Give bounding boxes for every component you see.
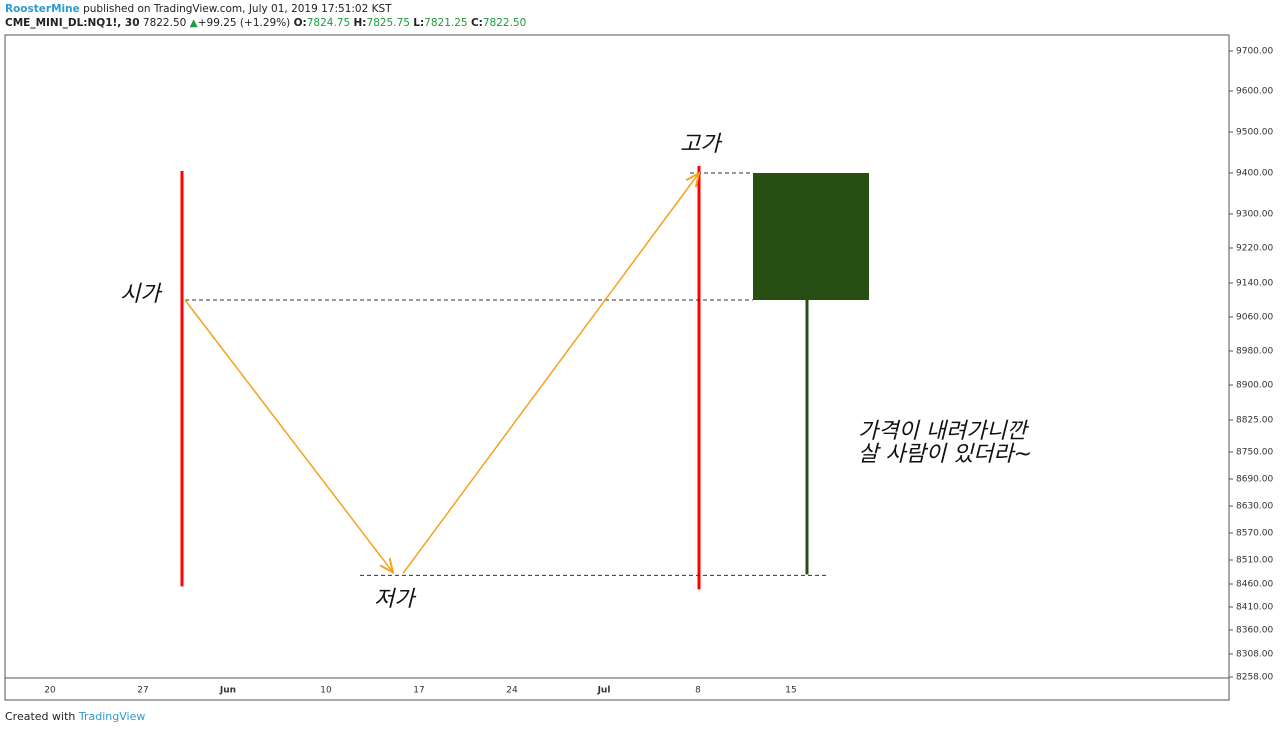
y-tick-label: 8460.00 — [1236, 580, 1273, 590]
o: 7824.75 — [306, 17, 351, 29]
high-label: 고가 — [680, 132, 723, 157]
low-label: 저가 — [374, 587, 417, 612]
x-tick-label: 17 — [413, 686, 424, 696]
y-tick-label: 8510.00 — [1236, 556, 1273, 566]
frame — [4, 34, 1230, 701]
y-tick-label: 8360.00 — [1236, 626, 1273, 636]
h: 7825.75 — [366, 17, 410, 29]
symbol: CME_MINI_DL:NQ1!, 30 — [5, 17, 140, 29]
o-label: O: — [293, 17, 307, 29]
x-tick-label: 20 — [44, 686, 56, 696]
y-tick-label: 9600.00 — [1236, 87, 1273, 97]
x-tick-label: 10 — [320, 686, 332, 696]
x-tick-label: 8 — [695, 686, 701, 696]
l: 7821.25 — [424, 17, 468, 29]
y-tick-label: 8980.00 — [1236, 347, 1273, 357]
y-tick-label: 9400.00 — [1236, 169, 1273, 179]
arrow: ▲ — [189, 17, 198, 29]
y-tick-label: 8570.00 — [1236, 529, 1273, 539]
change: +99.25 (+1.29%) — [197, 17, 291, 29]
candle-body — [753, 173, 869, 300]
y-tick-label: 9300.00 — [1236, 210, 1273, 220]
y-tick-label: 8825.00 — [1236, 416, 1273, 426]
x-tick-label: 27 — [137, 686, 148, 696]
x-tick-label: Jun — [219, 686, 236, 696]
l-label: L: — [413, 17, 425, 29]
author[interactable]: RoosterMine — [5, 3, 80, 15]
y-tick-label: 8410.00 — [1236, 603, 1273, 613]
footer: Created with TradingView — [5, 710, 145, 723]
brand[interactable]: TradingView — [78, 710, 146, 723]
y-tick-label: 9700.00 — [1236, 47, 1273, 57]
note-line2: 살 사람이 있더라~ — [858, 442, 1032, 467]
y-tick-label: 9500.00 — [1236, 128, 1273, 138]
header-line1: RoosterMine published on TradingView.com… — [5, 3, 392, 15]
x-tick-label: 24 — [506, 686, 518, 696]
header-line2: CME_MINI_DL:NQ1!, 30 7822.50 ▲+99.25 (+1… — [5, 17, 526, 29]
y-tick-label: 8900.00 — [1236, 381, 1273, 391]
arrow — [184, 299, 393, 572]
note-line1: 가격이 내려가니깐 — [858, 419, 1030, 444]
y-tick-label: 8258.00 — [1236, 673, 1273, 683]
x-tick-label: 15 — [785, 686, 796, 696]
y-tick-label: 8630.00 — [1236, 502, 1273, 512]
created: Created with — [5, 710, 76, 723]
arrow — [402, 173, 699, 574]
y-tick-label: 9140.00 — [1236, 279, 1273, 289]
y-tick-label: 8690.00 — [1236, 475, 1273, 485]
published: published on TradingView.com, July 01, 2… — [83, 3, 392, 15]
y-tick-label: 9060.00 — [1236, 313, 1273, 323]
c-label: C: — [470, 17, 483, 29]
open-label: 시가 — [120, 282, 163, 307]
last: 7822.50 — [142, 17, 187, 29]
x-tick-label: Jul — [597, 686, 611, 696]
y-tick-label: 8750.00 — [1236, 448, 1273, 458]
y-tick-label: 9220.00 — [1236, 244, 1273, 254]
c: 7822.50 — [482, 17, 527, 29]
y-tick-label: 8308.00 — [1236, 650, 1273, 660]
h-label: H: — [353, 17, 367, 29]
